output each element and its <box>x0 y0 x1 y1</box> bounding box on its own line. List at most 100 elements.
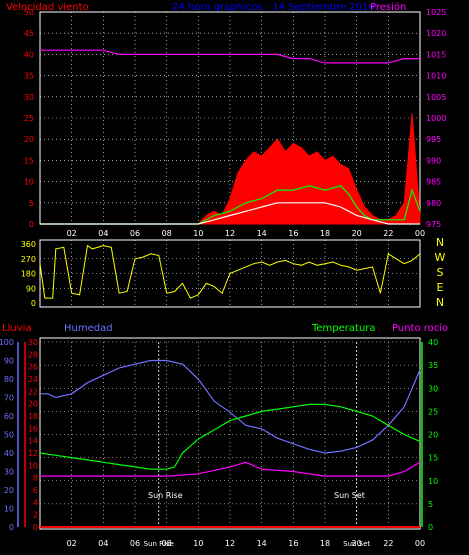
compass-letter: N <box>436 296 444 309</box>
pressure-tick: 980 <box>426 199 441 208</box>
temperature-tick: 25 <box>428 407 438 416</box>
humidity-tick: 10 <box>4 505 14 514</box>
weather-panel-frame <box>39 337 421 530</box>
wind-time-tick: 04 <box>98 229 108 238</box>
weather-time-tick: 00 <box>415 539 425 548</box>
wind-time-tick: 18 <box>320 229 330 238</box>
weather-time-tick: 10 <box>193 539 203 548</box>
pressure-tick: 1000 <box>426 114 446 123</box>
temperature-tick: 20 <box>428 431 438 440</box>
weather-time-tick: 22 <box>383 539 393 548</box>
pressure-tick: 975 <box>426 220 441 229</box>
rain-tick: 6 <box>33 486 38 495</box>
weather-time-tick: 20 <box>352 539 362 548</box>
dewpoint-line <box>40 461 421 477</box>
wind-avg-line <box>40 185 421 225</box>
rain-tick: 10 <box>28 461 38 470</box>
pressure-label: Presión <box>370 1 406 13</box>
weather-time-tick: 14 <box>257 539 267 548</box>
wind-time-tick: 14 <box>257 229 267 238</box>
rain-tick: 16 <box>28 424 38 433</box>
wind-speed-tick: 10 <box>24 178 34 187</box>
humidity-tick: 80 <box>4 375 14 384</box>
wind-speed-tick: 0 <box>29 220 34 229</box>
pressure-tick: 990 <box>426 156 441 165</box>
wind-time-tick: 20 <box>352 229 362 238</box>
rain-tick: 14 <box>28 437 38 446</box>
humidity-tick: 90 <box>4 357 14 366</box>
wind-time-tick: 22 <box>383 229 393 238</box>
wind-speed-tick: 35 <box>24 72 34 81</box>
pressure-tick: 1025 <box>426 8 446 17</box>
temperature-tick: 15 <box>428 454 438 463</box>
rain-tick: 28 <box>28 350 38 359</box>
weather-time-tick: 04 <box>98 539 108 548</box>
rain-tick: 8 <box>33 474 38 483</box>
humidity-tick: 70 <box>4 394 14 403</box>
weather-time-tick: 16 <box>288 539 298 548</box>
temperature-tick: 40 <box>428 338 438 347</box>
temperature-label: Temperatura <box>311 323 376 334</box>
rain-tick: 0 <box>33 523 38 532</box>
direction-tick: 360 <box>21 240 36 249</box>
compass-letter: S <box>437 266 444 279</box>
temperature-tick: 5 <box>428 500 433 509</box>
wind-panel-series <box>40 49 421 225</box>
rain-tick: 4 <box>33 498 38 507</box>
humidity-axis: 0 10 20 30 40 50 60 70 80 90 100 <box>0 338 19 532</box>
wind-direction-line <box>39 244 421 299</box>
temperature-tick: 30 <box>428 384 438 393</box>
weather-time-tick: 18 <box>320 539 330 548</box>
wind-speed-axis: 0 5 10 15 20 25 30 35 40 45 50 <box>24 8 34 229</box>
humidity-tick: 0 <box>9 523 14 532</box>
humidity-tick: 50 <box>4 431 14 440</box>
wind-speed-tick: 15 <box>24 156 34 165</box>
sunset-annotation: Sun Set <box>334 491 365 500</box>
chart-title: 24 hora graphicos : 14 Septiembre 2014 <box>172 2 375 13</box>
weather-series <box>39 359 421 528</box>
pressure-tick: 985 <box>426 178 441 187</box>
wind-speed-tick: 50 <box>24 8 34 17</box>
humidity-tick: 30 <box>4 468 14 477</box>
rain-tick: 12 <box>28 449 38 458</box>
wind-panel-grid <box>40 12 421 224</box>
weather-time-tick: 08 <box>162 539 172 548</box>
temperature-tick: 0 <box>428 523 433 532</box>
rain-tick: 26 <box>28 363 38 372</box>
wind-speed-label: Velocidad viento <box>6 2 89 13</box>
rain-label: Lluvia <box>2 323 32 334</box>
pressure-tick: 995 <box>426 135 441 144</box>
temperature-tick: 10 <box>428 477 438 486</box>
wind-speed-tick: 45 <box>24 29 34 38</box>
compass-letter: W <box>435 251 446 264</box>
weather-time-tick: 12 <box>225 539 235 548</box>
rain-tick: 18 <box>28 412 38 421</box>
wind-speed-tick: 40 <box>24 50 34 59</box>
wind-time-axis: 02 04 06 08 10 12 14 16 18 20 22 00 <box>67 229 426 238</box>
compass-letter: N <box>436 236 444 249</box>
humidity-tick: 60 <box>4 412 14 421</box>
wind-time-tick: 08 <box>162 229 172 238</box>
humidity-label: Humedad <box>64 323 113 334</box>
wind-gust-area <box>40 113 421 225</box>
rain-tick: 20 <box>28 400 38 409</box>
wind-speed-tick: 25 <box>24 114 34 123</box>
direction-tick: 270 <box>21 255 36 264</box>
pressure-line <box>40 49 420 64</box>
wind-time-tick: 16 <box>288 229 298 238</box>
pressure-tick: 1020 <box>426 29 446 38</box>
humidity-tick: 40 <box>4 449 14 458</box>
temperature-axis: 0 5 10 15 20 25 30 35 40 <box>421 338 438 532</box>
wind-speed-tick: 20 <box>24 135 34 144</box>
direction-tick: 90 <box>26 284 36 293</box>
rain-tick: 22 <box>28 387 38 396</box>
rain-tick: 30 <box>28 338 38 347</box>
pressure-tick: 1005 <box>426 93 446 102</box>
wind-time-tick: 00 <box>415 229 425 238</box>
rain-tick: 24 <box>28 375 38 384</box>
rain-tick: 2 <box>33 511 38 520</box>
sunrise-tick: Sun Rise <box>144 540 174 548</box>
